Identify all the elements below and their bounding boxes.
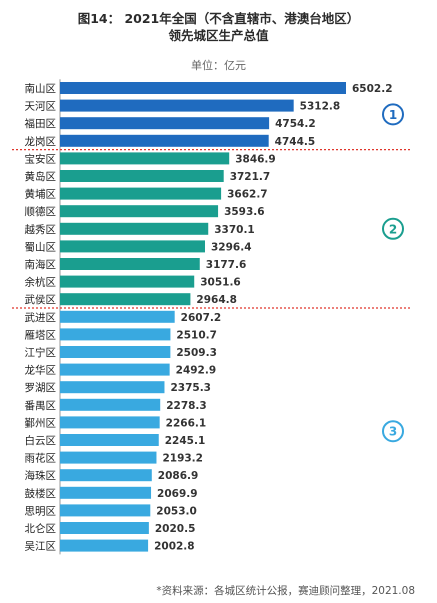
value-label: 3296.4	[211, 241, 252, 253]
group-number: 1	[389, 108, 397, 122]
category-label: 龙华区	[25, 364, 57, 377]
value-label: 2020.5	[155, 523, 196, 535]
bar	[60, 328, 171, 341]
value-label: 3662.7	[227, 189, 268, 201]
value-label: 2002.8	[154, 541, 195, 553]
bar	[60, 522, 149, 534]
bar	[60, 310, 175, 323]
source-note: *资料来源：各城区统计公报，赛迪顾问整理，2021.08	[156, 585, 415, 597]
bar	[60, 82, 346, 94]
category-label: 鼓楼区	[25, 487, 57, 500]
bar	[60, 293, 191, 306]
bar	[60, 486, 152, 499]
group-circle	[382, 103, 404, 126]
value-label: 3721.7	[230, 171, 271, 183]
bar	[60, 434, 159, 446]
value-label: 2509.3	[176, 347, 217, 359]
bar	[60, 504, 151, 517]
category-label: 鄞州区	[25, 416, 57, 429]
category-label: 黄埔区	[25, 188, 57, 201]
category-label: 番禺区	[25, 400, 57, 412]
value-label: 3846.9	[235, 153, 276, 165]
bar	[60, 205, 219, 218]
category-label: 蜀山区	[25, 241, 57, 253]
value-label: 2053.0	[156, 505, 197, 517]
bar	[60, 451, 157, 464]
category-label: 福田区	[25, 117, 57, 130]
category-label: 江宁区	[25, 346, 57, 359]
category-label: 武进区	[25, 311, 57, 324]
category-label: 思明区	[25, 505, 57, 517]
category-label: 南海区	[25, 258, 57, 271]
bar	[60, 469, 152, 482]
value-label: 2245.1	[165, 435, 206, 447]
value-label: 2193.2	[162, 453, 203, 465]
bar	[60, 346, 171, 358]
category-label: 天河区	[25, 101, 57, 113]
bar	[60, 416, 160, 429]
bar	[60, 398, 161, 411]
value-label: 2086.9	[158, 470, 199, 482]
bar	[60, 258, 200, 270]
value-label: 2492.9	[176, 365, 217, 377]
category-label: 宝安区	[25, 152, 57, 165]
value-label: 5312.8	[300, 101, 341, 113]
value-label: 2607.2	[181, 312, 222, 324]
bar	[60, 363, 170, 376]
bar	[60, 99, 294, 112]
category-label: 罗湖区	[25, 382, 57, 394]
category-label: 南山区	[25, 82, 57, 95]
chart-title: 图14： 2021年全国（不含直辖市、港澳台地区）	[77, 11, 360, 26]
group-circle	[382, 420, 404, 443]
chart-subtitle: 领先城区生产总值	[168, 28, 269, 43]
value-label: 3370.1	[214, 224, 255, 236]
value-label: 2069.9	[157, 488, 198, 500]
value-label: 2375.3	[170, 382, 211, 394]
category-label: 雨花区	[25, 452, 57, 465]
category-label: 海珠区	[25, 469, 57, 482]
bar	[60, 134, 269, 147]
category-label: 余杭区	[25, 276, 57, 289]
value-label: 4754.2	[275, 118, 316, 130]
value-label: 2964.8	[196, 294, 237, 306]
value-label: 3177.6	[206, 259, 247, 271]
value-label: 2510.7	[176, 329, 217, 341]
category-label: 白云区	[25, 434, 57, 447]
category-label: 顺德区	[25, 205, 57, 218]
bar	[60, 170, 224, 182]
bar	[60, 117, 270, 130]
bar	[60, 275, 195, 288]
value-label: 6502.2	[352, 83, 393, 95]
category-label: 黄岛区	[25, 170, 57, 183]
category-label: 吴江区	[25, 541, 57, 553]
category-label: 龙岗区	[25, 135, 57, 148]
bar	[60, 539, 149, 552]
unit-label: 单位：亿元	[191, 59, 246, 72]
category-label: 越秀区	[25, 223, 57, 236]
bar	[60, 240, 205, 253]
value-label: 4744.5	[275, 136, 316, 148]
bar	[60, 381, 165, 394]
category-label: 武侯区	[25, 293, 57, 306]
bar	[60, 222, 209, 235]
group-circle	[382, 217, 404, 240]
group-number: 2	[389, 222, 397, 236]
category-label: 北仑区	[25, 522, 57, 535]
value-label: 2266.1	[166, 417, 207, 429]
value-label: 3593.6	[224, 206, 265, 218]
category-label: 雁塔区	[25, 328, 57, 341]
group-number: 3	[389, 425, 397, 439]
bar	[60, 152, 230, 165]
value-label: 3051.6	[200, 277, 241, 289]
bar	[60, 187, 222, 200]
value-label: 2278.3	[166, 400, 207, 412]
